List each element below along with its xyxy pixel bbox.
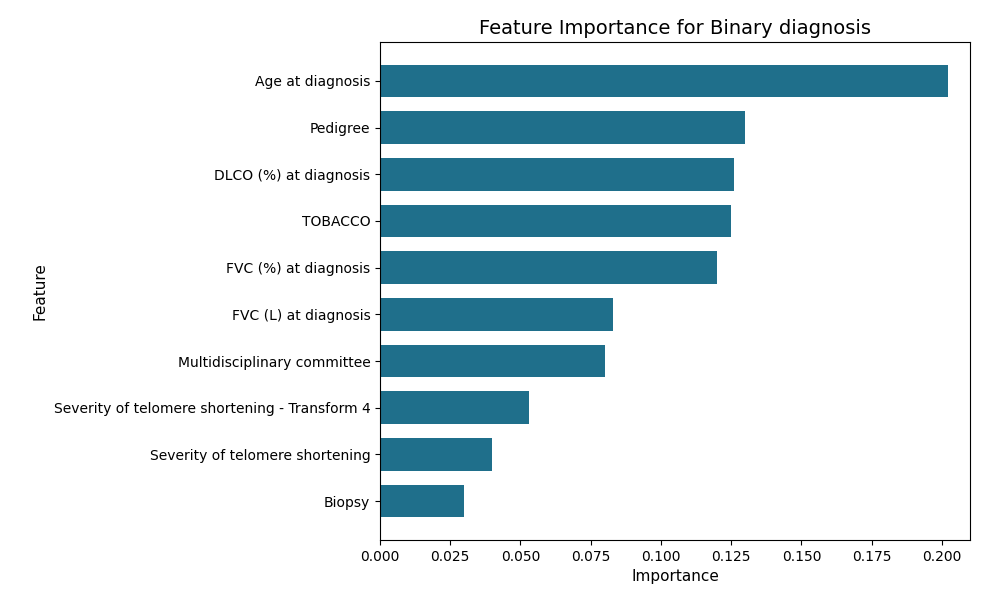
Bar [380, 485, 464, 517]
Bar [380, 205, 731, 238]
Bar [380, 438, 492, 470]
Bar [380, 158, 734, 191]
Y-axis label: Feature: Feature [33, 262, 48, 320]
X-axis label: Importance: Importance [631, 569, 719, 584]
Bar [380, 344, 605, 377]
Title: Feature Importance for Binary diagnosis: Feature Importance for Binary diagnosis [479, 19, 871, 38]
Bar [380, 251, 717, 284]
Bar [380, 298, 613, 331]
Bar [380, 112, 745, 144]
Bar [380, 391, 529, 424]
Bar [380, 65, 948, 97]
